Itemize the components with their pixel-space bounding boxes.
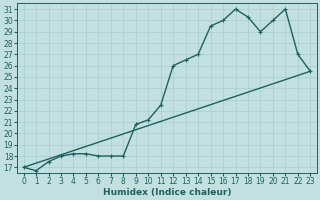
X-axis label: Humidex (Indice chaleur): Humidex (Indice chaleur): [103, 188, 231, 197]
